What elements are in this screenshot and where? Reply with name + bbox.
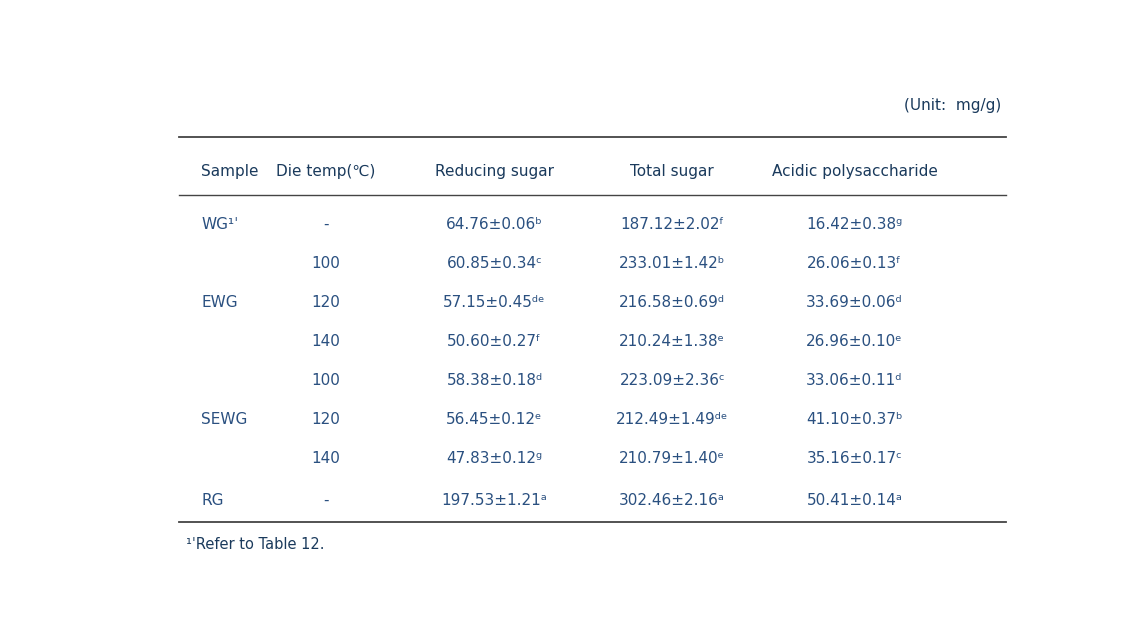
Text: 16.42±0.38ᵍ: 16.42±0.38ᵍ bbox=[806, 217, 903, 232]
Text: Total sugar: Total sugar bbox=[631, 163, 715, 179]
Text: Sample: Sample bbox=[201, 163, 259, 179]
Text: 210.24±1.38ᵉ: 210.24±1.38ᵉ bbox=[619, 334, 725, 349]
Text: -: - bbox=[322, 217, 328, 232]
Text: Die temp(℃): Die temp(℃) bbox=[276, 163, 375, 179]
Text: 26.96±0.10ᵉ: 26.96±0.10ᵉ bbox=[806, 334, 903, 349]
Text: 210.79±1.40ᵉ: 210.79±1.40ᵉ bbox=[619, 451, 725, 466]
Text: ¹ˈRefer to Table 12.: ¹ˈRefer to Table 12. bbox=[186, 537, 325, 553]
Text: 47.83±0.12ᵍ: 47.83±0.12ᵍ bbox=[446, 451, 543, 466]
Text: 58.38±0.18ᵈ: 58.38±0.18ᵈ bbox=[446, 373, 543, 388]
Text: 216.58±0.69ᵈ: 216.58±0.69ᵈ bbox=[619, 295, 725, 310]
Text: 140: 140 bbox=[311, 451, 340, 466]
Text: 56.45±0.12ᵉ: 56.45±0.12ᵉ bbox=[446, 412, 543, 427]
Text: (Unit:  mg/g): (Unit: mg/g) bbox=[904, 97, 1001, 113]
Text: 120: 120 bbox=[311, 412, 340, 427]
Text: 33.69±0.06ᵈ: 33.69±0.06ᵈ bbox=[806, 295, 903, 310]
Text: Acidic polysaccharide: Acidic polysaccharide bbox=[772, 163, 937, 179]
Text: 100: 100 bbox=[311, 373, 340, 388]
Text: 26.06±0.13ᶠ: 26.06±0.13ᶠ bbox=[807, 256, 902, 271]
Text: 35.16±0.17ᶜ: 35.16±0.17ᶜ bbox=[806, 451, 903, 466]
Text: 100: 100 bbox=[311, 256, 340, 271]
Text: -: - bbox=[322, 492, 328, 508]
Text: Reducing sugar: Reducing sugar bbox=[435, 163, 554, 179]
Text: 140: 140 bbox=[311, 334, 340, 349]
Text: 57.15±0.45ᵈᵉ: 57.15±0.45ᵈᵉ bbox=[443, 295, 546, 310]
Text: 187.12±2.02ᶠ: 187.12±2.02ᶠ bbox=[621, 217, 724, 232]
Text: 197.53±1.21ᵃ: 197.53±1.21ᵃ bbox=[442, 492, 547, 508]
Text: 223.09±2.36ᶜ: 223.09±2.36ᶜ bbox=[619, 373, 725, 388]
Text: EWG: EWG bbox=[201, 295, 237, 310]
Text: 233.01±1.42ᵇ: 233.01±1.42ᵇ bbox=[619, 256, 725, 271]
Text: 120: 120 bbox=[311, 295, 340, 310]
Text: RG: RG bbox=[201, 492, 224, 508]
Text: 50.60±0.27ᶠ: 50.60±0.27ᶠ bbox=[447, 334, 541, 349]
Text: 64.76±0.06ᵇ: 64.76±0.06ᵇ bbox=[446, 217, 543, 232]
Text: 302.46±2.16ᵃ: 302.46±2.16ᵃ bbox=[619, 492, 725, 508]
Text: 33.06±0.11ᵈ: 33.06±0.11ᵈ bbox=[806, 373, 903, 388]
Text: 41.10±0.37ᵇ: 41.10±0.37ᵇ bbox=[806, 412, 903, 427]
Text: 50.41±0.14ᵃ: 50.41±0.14ᵃ bbox=[806, 492, 903, 508]
Text: 60.85±0.34ᶜ: 60.85±0.34ᶜ bbox=[446, 256, 543, 271]
Text: SEWG: SEWG bbox=[201, 412, 248, 427]
Text: WG¹ˈ: WG¹ˈ bbox=[201, 217, 239, 232]
Text: 212.49±1.49ᵈᵉ: 212.49±1.49ᵈᵉ bbox=[616, 412, 728, 427]
